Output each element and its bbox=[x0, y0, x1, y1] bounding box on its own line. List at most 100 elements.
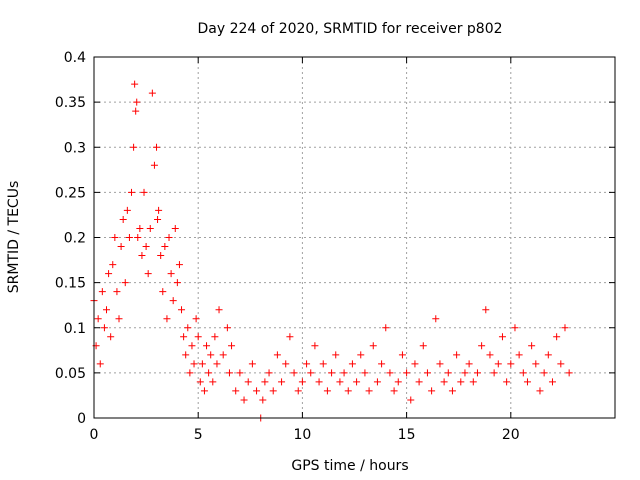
data-point bbox=[115, 315, 123, 323]
data-point bbox=[282, 360, 290, 368]
data-point bbox=[132, 107, 140, 115]
y-tick-label: 0.05 bbox=[55, 366, 86, 382]
data-point bbox=[178, 306, 186, 314]
data-point bbox=[407, 396, 415, 404]
data-point bbox=[194, 333, 202, 341]
data-point bbox=[203, 342, 211, 350]
data-point bbox=[248, 360, 256, 368]
y-axis-label: SRMTID / TECUs bbox=[6, 181, 22, 294]
data-point bbox=[100, 324, 108, 332]
data-point bbox=[188, 342, 196, 350]
data-point bbox=[565, 369, 573, 377]
data-point bbox=[265, 369, 273, 377]
data-point bbox=[107, 333, 115, 341]
data-points bbox=[90, 80, 573, 422]
x-tick-label: 20 bbox=[502, 427, 520, 443]
data-point bbox=[205, 369, 213, 377]
y-tick-label: 0.1 bbox=[64, 321, 86, 337]
data-point bbox=[165, 234, 173, 241]
data-point bbox=[119, 215, 127, 223]
y-tick-label: 0.15 bbox=[55, 276, 86, 292]
data-point bbox=[528, 342, 536, 350]
data-point bbox=[423, 369, 431, 377]
data-point bbox=[157, 252, 165, 260]
data-point bbox=[498, 333, 506, 341]
x-tick-label: 10 bbox=[293, 427, 311, 443]
data-point bbox=[161, 243, 169, 251]
data-point bbox=[159, 288, 167, 296]
data-point bbox=[307, 369, 315, 377]
data-point bbox=[96, 360, 104, 368]
data-point bbox=[344, 387, 352, 395]
data-point bbox=[117, 243, 125, 251]
data-point bbox=[113, 288, 121, 296]
data-point bbox=[536, 387, 544, 395]
data-point bbox=[215, 306, 223, 314]
data-point bbox=[228, 342, 236, 350]
data-point bbox=[225, 369, 233, 377]
data-point bbox=[494, 360, 502, 368]
data-point bbox=[134, 234, 142, 241]
data-point bbox=[261, 378, 269, 386]
data-point bbox=[269, 387, 277, 395]
data-point bbox=[415, 378, 423, 386]
axis-ticks: 0 0.05 0.1 0.15 0.2 0.25 0.3 0.35 0.4 0 5 10 15 20 bbox=[55, 50, 615, 443]
data-point bbox=[298, 378, 306, 386]
data-point bbox=[290, 369, 298, 377]
data-point bbox=[378, 360, 386, 368]
data-point bbox=[444, 369, 452, 377]
data-point bbox=[213, 360, 221, 368]
data-point bbox=[244, 378, 252, 386]
data-point bbox=[121, 279, 129, 287]
data-point bbox=[211, 333, 219, 341]
data-point bbox=[548, 378, 556, 386]
data-point bbox=[553, 333, 561, 341]
data-point bbox=[103, 306, 111, 314]
data-point bbox=[154, 215, 162, 223]
chart-title: Day 224 of 2020, SRMTID for receiver p80… bbox=[197, 21, 502, 37]
x-tick-label: 15 bbox=[398, 427, 416, 443]
data-point bbox=[511, 324, 519, 332]
y-tick-label: 0.35 bbox=[55, 95, 86, 111]
data-point bbox=[146, 224, 154, 232]
data-point bbox=[361, 369, 369, 377]
data-point bbox=[184, 324, 192, 332]
data-point bbox=[457, 378, 465, 386]
data-point bbox=[507, 360, 515, 368]
data-point bbox=[130, 143, 138, 151]
data-point bbox=[128, 188, 136, 196]
data-point bbox=[315, 378, 323, 386]
data-point bbox=[200, 387, 208, 395]
data-point bbox=[436, 360, 444, 368]
data-point bbox=[294, 387, 302, 395]
data-point bbox=[544, 351, 552, 359]
data-point bbox=[311, 342, 319, 350]
data-point bbox=[232, 387, 240, 395]
data-point bbox=[133, 98, 141, 106]
data-point bbox=[138, 252, 146, 260]
data-point bbox=[150, 161, 158, 169]
data-point bbox=[148, 89, 156, 97]
data-point bbox=[125, 234, 133, 241]
data-point bbox=[398, 351, 406, 359]
data-point bbox=[469, 378, 477, 386]
data-point bbox=[357, 351, 365, 359]
data-point bbox=[155, 206, 163, 214]
data-point bbox=[532, 360, 540, 368]
data-point bbox=[373, 378, 381, 386]
data-point bbox=[340, 369, 348, 377]
data-point bbox=[207, 351, 215, 359]
data-point bbox=[428, 387, 436, 395]
data-point bbox=[403, 369, 411, 377]
data-point bbox=[432, 315, 440, 323]
x-tick-label: 5 bbox=[194, 427, 203, 443]
data-point bbox=[169, 297, 177, 305]
data-point bbox=[173, 279, 181, 287]
data-point bbox=[390, 387, 398, 395]
data-point bbox=[473, 369, 481, 377]
data-point bbox=[180, 333, 188, 341]
data-point bbox=[171, 224, 179, 232]
data-point bbox=[223, 324, 231, 332]
x-axis-label: GPS time / hours bbox=[291, 458, 408, 474]
data-point bbox=[163, 315, 171, 323]
